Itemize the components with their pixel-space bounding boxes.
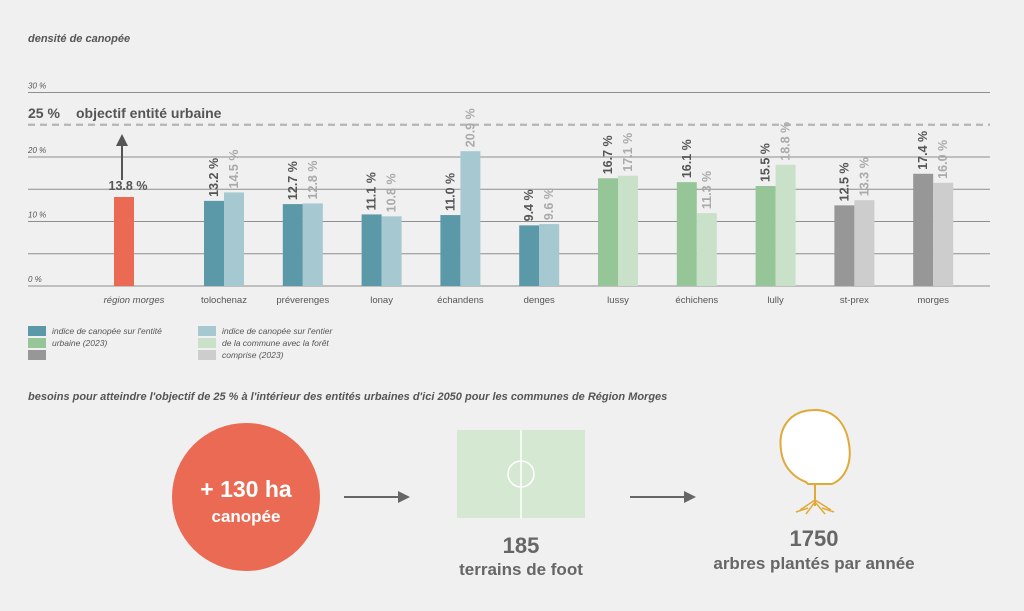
- bar-commune: [224, 192, 244, 286]
- circle-value: + 130 ha: [200, 476, 292, 502]
- data-label: 9.6 %: [542, 188, 556, 220]
- data-label: 16.7 %: [601, 135, 615, 174]
- up-arrow-icon: [116, 134, 128, 180]
- bar-urban: [676, 182, 697, 286]
- legend-swatch-grey: [28, 350, 46, 360]
- y-tick-label: 30 %: [28, 82, 46, 91]
- bar-commune: [775, 164, 796, 286]
- legend-commune-line3: comprise (2023): [222, 350, 284, 360]
- bar-commune: [933, 182, 954, 286]
- bar-urban: [361, 214, 382, 286]
- arrow-right-icon: [344, 491, 410, 503]
- data-label: 16.0 %: [936, 140, 950, 179]
- bar-commune: [854, 200, 875, 286]
- data-label: 12.7 %: [286, 161, 300, 200]
- chart-title: densité de canopée: [28, 33, 130, 45]
- data-label: 18.8 %: [779, 122, 793, 161]
- bar-commune: [302, 203, 323, 286]
- data-label: 11.1 %: [365, 172, 379, 210]
- bar-urban: [834, 205, 855, 286]
- data-label: 17.4 %: [916, 131, 930, 170]
- data-label: 17.1 %: [621, 133, 635, 172]
- category-label: échandens: [437, 295, 484, 306]
- data-label: 13.2 %: [207, 158, 221, 197]
- bar-urban: [282, 204, 303, 286]
- legend-swatch-green: [28, 338, 46, 348]
- bar-urban: [913, 173, 934, 286]
- football-field-icon: [457, 430, 585, 518]
- data-label: 10.8 %: [385, 173, 399, 212]
- legend-urban-line1: indice de canopée sur l'entité: [52, 326, 162, 336]
- category-label: préverenges: [276, 295, 329, 306]
- category-label: lully: [767, 295, 784, 306]
- category-label: échichens: [675, 295, 718, 306]
- needs-title: besoins pour atteindre l'objectif de 25 …: [28, 391, 667, 403]
- legend-commune-line2: de la commune avec la forêt: [222, 338, 329, 348]
- data-label: 15.5 %: [759, 143, 773, 182]
- goal-percent: 25 %: [28, 105, 60, 121]
- legend-urban-line2: urbaine (2023): [52, 338, 107, 348]
- data-label: 14.5 %: [227, 150, 241, 189]
- data-label: 12.8 %: [306, 161, 320, 200]
- bar-region: [114, 196, 134, 286]
- bar-urban: [440, 215, 461, 286]
- data-label: 13.3 %: [857, 157, 871, 196]
- bar-urban: [519, 225, 540, 286]
- canopy-circle: + 130 ha canopée: [172, 423, 320, 571]
- bar-commune: [539, 224, 560, 286]
- category-label: st-prex: [840, 295, 869, 306]
- bar-commune: [460, 151, 481, 286]
- tree-icon: [779, 408, 851, 515]
- goal-label: objectif entité urbaine: [76, 105, 222, 121]
- legend-swatch-grey-light: [198, 350, 216, 360]
- legend: indice de canopée sur l'entité urbaine (…: [28, 326, 333, 360]
- y-tick-label: 20 %: [27, 146, 46, 155]
- data-label: 11.3 %: [700, 171, 714, 209]
- gridlines: [28, 92, 990, 287]
- data-label: 11.0 %: [443, 173, 457, 211]
- field-number: 185: [503, 533, 540, 558]
- data-label: 12.5 %: [837, 162, 851, 201]
- bar-commune: [618, 175, 638, 286]
- category-label: région morges: [104, 295, 165, 306]
- data-label: 16.1 %: [680, 139, 694, 178]
- category-label: morges: [917, 295, 949, 306]
- legend-swatch-teal-light: [198, 326, 216, 336]
- category-label: denges: [524, 295, 555, 306]
- category-label: lussy: [607, 295, 629, 306]
- bar-urban: [204, 200, 224, 286]
- y-tick-label: 10 %: [28, 211, 46, 220]
- bar-urban: [755, 186, 776, 286]
- data-label: 20.9 %: [463, 108, 477, 147]
- circle-label: canopée: [212, 507, 281, 526]
- bars: 13.8 % région morges 13.2 % 14.5 % tolochena…: [104, 108, 954, 306]
- y-axis-ticks: 0 % 10 % 20 % 30 %: [27, 82, 46, 285]
- bar-urban: [598, 178, 618, 286]
- legend-swatch-green-light: [198, 338, 216, 348]
- y-tick-label: 0 %: [28, 275, 42, 284]
- legend-commune-line1: indice de canopée sur l'entier: [222, 326, 333, 336]
- tree-number: 1750: [790, 526, 839, 551]
- data-label: 13.8 %: [109, 179, 148, 193]
- bar-commune: [696, 213, 717, 286]
- category-label: tolochenaz: [201, 295, 247, 306]
- bar-commune: [381, 216, 402, 286]
- legend-swatch-teal: [28, 326, 46, 336]
- tree-label: arbres plantés par année: [713, 554, 914, 573]
- field-label: terrains de foot: [459, 560, 583, 579]
- arrow-right-icon: [630, 491, 696, 503]
- data-label: 9.4 %: [522, 189, 536, 221]
- category-label: lonay: [370, 295, 393, 306]
